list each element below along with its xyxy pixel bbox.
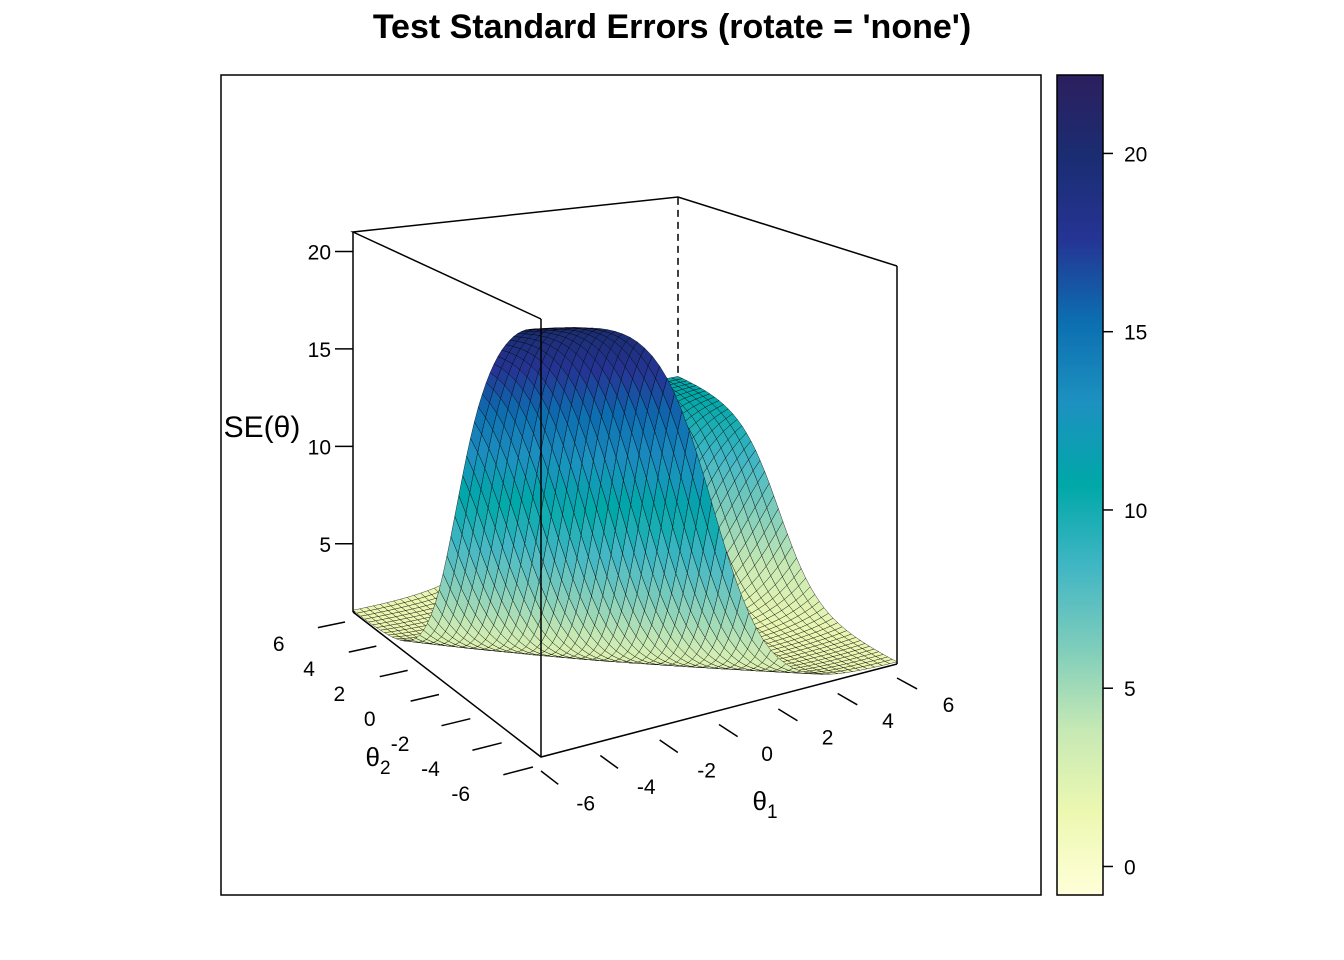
y-tick (472, 742, 502, 751)
colorbar-tick-label: 15 (1124, 322, 1147, 345)
x-tick-label: -2 (697, 760, 716, 783)
x-tick (837, 692, 858, 706)
z-tick-label: 5 (319, 534, 331, 557)
y-tick-label: -4 (421, 758, 440, 781)
x-axis-label: θ1 (752, 786, 777, 823)
y-tick (317, 621, 346, 629)
box-front-edges (352, 319, 898, 758)
x-tick (599, 754, 619, 770)
x-tick (659, 739, 679, 754)
x-axis-label-main: θ (752, 786, 766, 816)
x-tick-label: 0 (761, 743, 773, 766)
x-tick (718, 723, 739, 738)
x-tick (540, 770, 559, 785)
x-tick (777, 708, 798, 722)
chart-title: Test Standard Errors (rotate = 'none') (372, 8, 972, 46)
z-axis-label: SE(θ) (224, 411, 301, 444)
box-base-front (352, 611, 898, 758)
y-tick (379, 669, 408, 678)
surface-mesh (352, 327, 898, 675)
x-tick-label: 2 (822, 727, 834, 750)
x-tick-label: 4 (882, 710, 894, 733)
z-tick-label: 10 (308, 436, 331, 459)
y-tick (348, 645, 377, 653)
colorbar-tick-label: 5 (1124, 678, 1136, 701)
z-tick-label: 20 (308, 241, 331, 264)
y-tick-label: 2 (334, 683, 346, 706)
colorbar-tick-label: 10 (1124, 500, 1147, 523)
y-tick-label: -2 (391, 733, 410, 756)
x-tick-label: 6 (943, 694, 955, 717)
colorbar-ticks: 0 5 10 15 20 (1103, 143, 1147, 879)
x-tick (896, 677, 918, 690)
y-tick (410, 693, 440, 702)
y-axis-label: θ2 (365, 742, 390, 779)
y-tick (503, 766, 534, 776)
y-tick-label: 0 (364, 708, 376, 731)
colorbar-tick-label: 0 (1124, 856, 1136, 879)
colorbar-tick-label: 20 (1124, 143, 1147, 166)
y-tick-label: 4 (303, 658, 315, 681)
y-tick (441, 717, 471, 727)
box-top-back (350, 196, 898, 320)
x-tick-label: -4 (637, 776, 656, 799)
y-tick-label: 6 (273, 633, 285, 656)
panel-border (220, 74, 1042, 896)
y-axis-label-sub: 2 (380, 758, 391, 779)
surface-facet (537, 328, 549, 332)
z-tick-label: 15 (308, 339, 331, 362)
y-tick-label: -6 (451, 783, 470, 806)
colorbar (1056, 74, 1104, 896)
x-tick-label: -6 (576, 792, 595, 815)
y-axis-label-main: θ (365, 742, 379, 772)
x-axis-label-sub: 1 (767, 802, 778, 823)
